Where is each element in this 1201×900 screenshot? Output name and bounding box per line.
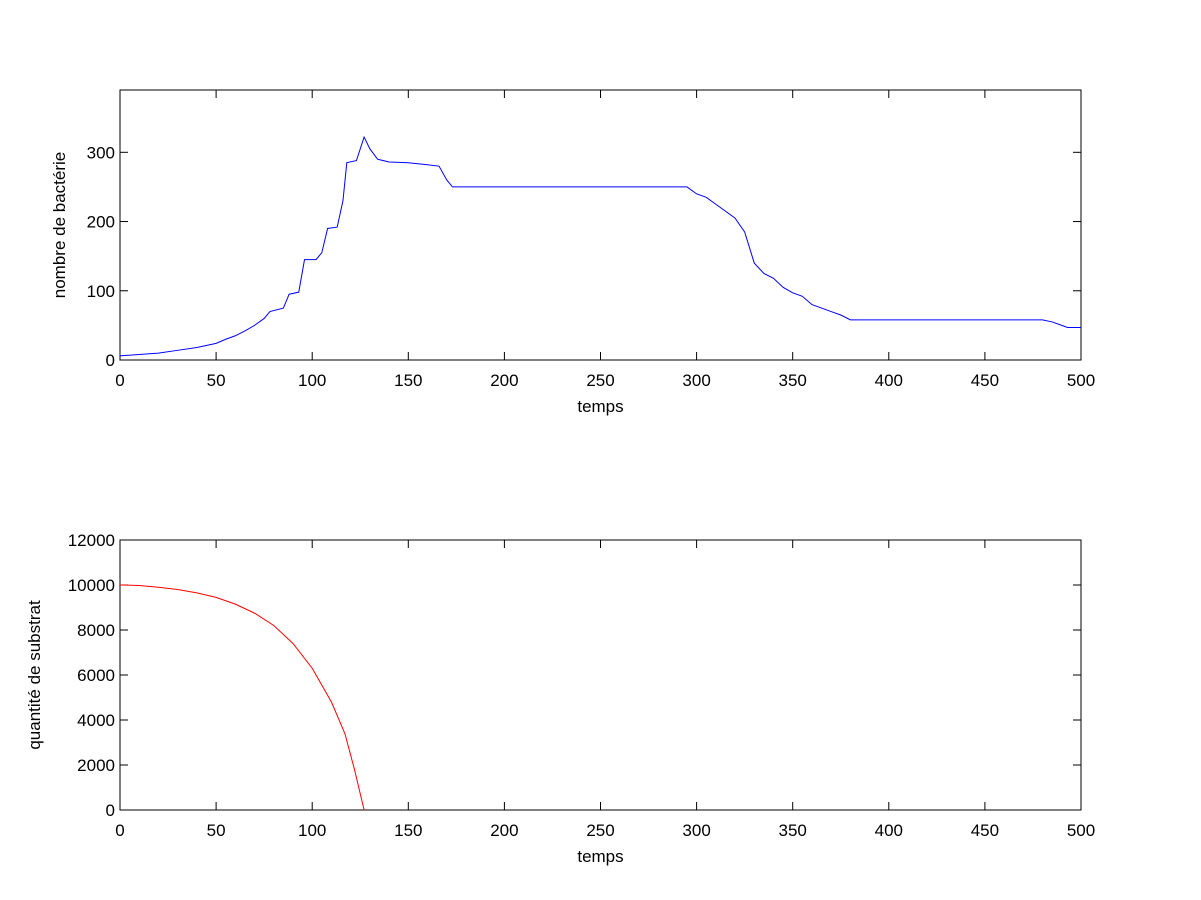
y-tick-label: 4000 bbox=[77, 711, 115, 730]
x-tick-label: 50 bbox=[207, 371, 226, 390]
y-tick-label: 100 bbox=[87, 282, 115, 301]
x-tick-label: 500 bbox=[1067, 371, 1095, 390]
x-tick-label: 400 bbox=[875, 371, 903, 390]
x-tick-label: 250 bbox=[586, 821, 614, 840]
x-axis-label: temps bbox=[577, 847, 623, 866]
x-tick-label: 150 bbox=[394, 371, 422, 390]
x-tick-label: 450 bbox=[971, 821, 999, 840]
x-tick-label: 500 bbox=[1067, 821, 1095, 840]
x-tick-label: 350 bbox=[779, 371, 807, 390]
x-tick-label: 0 bbox=[115, 371, 124, 390]
y-tick-label: 6000 bbox=[77, 666, 115, 685]
y-tick-label: 2000 bbox=[77, 756, 115, 775]
x-tick-label: 300 bbox=[682, 821, 710, 840]
y-tick-label: 8000 bbox=[77, 621, 115, 640]
data-line bbox=[119, 584, 365, 811]
y-tick-label: 10000 bbox=[68, 576, 115, 595]
x-tick-label: 0 bbox=[115, 821, 124, 840]
x-tick-label: 200 bbox=[490, 371, 518, 390]
y-tick-label: 12000 bbox=[68, 531, 115, 550]
x-tick-label: 350 bbox=[779, 821, 807, 840]
x-tick-label: 100 bbox=[298, 371, 326, 390]
x-tick-label: 200 bbox=[490, 821, 518, 840]
y-tick-label: 0 bbox=[106, 351, 115, 370]
y-tick-label: 0 bbox=[106, 801, 115, 820]
x-tick-label: 250 bbox=[586, 371, 614, 390]
x-axis-label: temps bbox=[577, 397, 623, 416]
y-axis-label: nombre de bactérie bbox=[50, 152, 69, 298]
x-tick-label: 50 bbox=[207, 821, 226, 840]
x-tick-label: 450 bbox=[971, 371, 999, 390]
x-tick-label: 100 bbox=[298, 821, 326, 840]
x-tick-label: 150 bbox=[394, 821, 422, 840]
data-line bbox=[119, 135, 1081, 357]
y-tick-label: 200 bbox=[87, 213, 115, 232]
y-tick-label: 300 bbox=[87, 143, 115, 162]
axes-box bbox=[119, 89, 1082, 361]
y-axis-label: quantité de substrat bbox=[25, 600, 44, 750]
x-tick-label: 300 bbox=[682, 371, 710, 390]
axes-box bbox=[119, 539, 1082, 811]
x-tick-label: 400 bbox=[875, 821, 903, 840]
